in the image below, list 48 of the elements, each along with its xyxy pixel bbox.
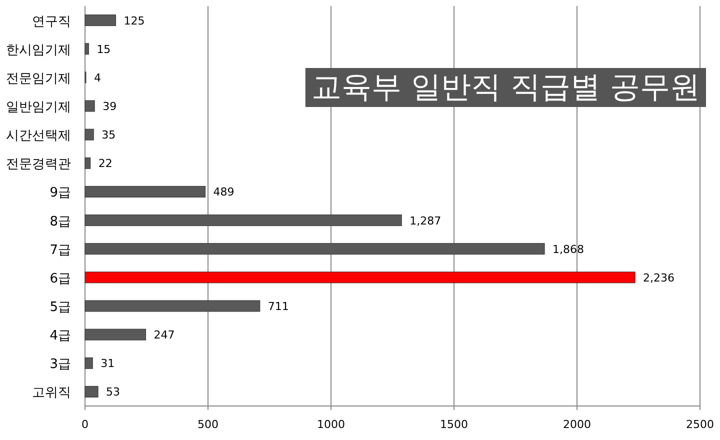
bar [84,328,146,340]
x-tick-label: 1000 [317,418,345,431]
data-label: 22 [98,157,112,170]
y-tick-label: 9급 [50,186,71,201]
y-tick-label: 5급 [50,300,71,315]
y-tick-label: 3급 [50,357,71,372]
bar [84,300,260,312]
data-label: 4 [94,71,101,84]
data-label: 2,236 [643,271,675,284]
x-tick-label: 1500 [440,418,468,431]
x-tick-label: 0 [82,418,88,431]
data-label: 31 [100,357,115,370]
y-tick-label: 전문임기제 [6,71,71,86]
bar [84,100,95,112]
y-tick-label: 4급 [50,328,71,344]
y-tick-label: 일반임기제 [6,100,71,115]
bar [84,243,545,255]
y-tick-label: 고위직 [32,386,71,401]
y-tick-label: 6급 [50,271,71,286]
bar [84,186,206,198]
x-tick-label: 500 [198,418,218,431]
x-tick-label: 2000 [563,418,591,431]
bar [84,214,402,226]
bar [84,14,116,26]
data-label: 53 [106,386,120,399]
data-label: 247 [154,328,175,342]
data-label: 125 [124,14,145,28]
bar [84,128,94,140]
text: 교육부 일반직 직급별 공무원 [311,70,700,105]
data-label: 489 [213,186,234,199]
bar [84,43,89,55]
data-label: 15 [96,42,111,56]
y-tick-label: 한시임기제 [6,42,71,58]
data-label: 39 [102,100,117,113]
y-tick-label: 시간선택제 [6,128,71,144]
y-tick-label: 7급 [50,242,71,258]
data-label: 711 [268,300,289,313]
x-tick-label: 2500 [686,418,714,431]
data-label: 1,287 [410,214,442,228]
y-tick-label: 연구직 [32,14,71,30]
bar [84,357,93,369]
data-label: 1,868 [552,242,584,256]
y-tick-label: 8급 [50,214,71,230]
bar [84,386,98,398]
bar [84,157,91,169]
y-tick-label: 전문경력관 [6,157,71,172]
bar [84,272,636,284]
data-label: 35 [102,128,116,142]
